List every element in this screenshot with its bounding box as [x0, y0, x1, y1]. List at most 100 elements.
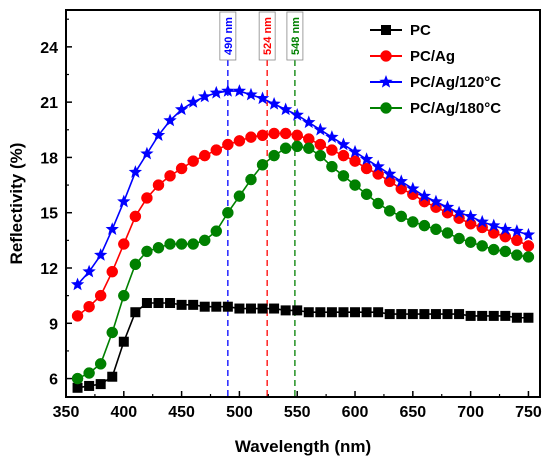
legend: PC PC/Ag PC/Ag/120°C PC/Ag/180°C [370, 22, 501, 117]
data-point [152, 179, 165, 191]
data-point [129, 258, 142, 271]
data-point [267, 96, 281, 110]
plot-frame [65, 9, 541, 398]
data-point [140, 146, 154, 160]
data-point [290, 108, 304, 121]
data-point [326, 144, 338, 156]
x-tick-label: 700 [457, 404, 484, 421]
data-point [303, 307, 314, 318]
data-point [233, 190, 246, 202]
data-point [234, 303, 245, 314]
data-point [384, 309, 395, 320]
marker-label-box [219, 11, 237, 61]
data-point [396, 309, 407, 320]
data-point [94, 289, 107, 302]
series-4 [71, 140, 535, 385]
data-point [465, 310, 476, 321]
data-point [523, 312, 534, 323]
data-point [292, 305, 303, 316]
data-point [141, 192, 153, 204]
data-point [106, 265, 118, 278]
data-point [498, 222, 512, 235]
data-point [141, 298, 152, 309]
data-point [360, 162, 373, 175]
data-point [176, 299, 187, 310]
data-point [430, 223, 442, 236]
data-point [244, 87, 258, 101]
data-point [210, 144, 223, 156]
data-point [511, 312, 522, 323]
data-point [511, 234, 523, 247]
data-point [419, 309, 430, 320]
y-tick-label: 15 [40, 206, 58, 223]
marker-label: 524 nm [262, 17, 274, 55]
data-point [430, 309, 441, 320]
data-point [279, 127, 292, 140]
data-point [153, 298, 164, 309]
data-point [187, 238, 199, 250]
data-point [209, 85, 223, 99]
legend-item: PC/Ag/180°C [370, 100, 501, 117]
data-point [487, 218, 501, 232]
data-point [464, 218, 477, 230]
data-point [383, 205, 396, 217]
data-point [164, 170, 176, 182]
vertical-marker-lines: 490 nm 524 nm 548 nm [219, 11, 304, 397]
data-point [117, 194, 131, 208]
data-point [130, 307, 141, 318]
data-point [314, 149, 327, 162]
series-layer [70, 84, 536, 393]
data-point [95, 379, 106, 390]
data-point [406, 181, 420, 195]
data-point [151, 128, 166, 141]
data-point [383, 175, 396, 188]
legend-label: PC/Ag/180°C [410, 100, 501, 117]
series-1 [72, 298, 534, 393]
data-point [326, 160, 338, 173]
data-point [245, 303, 256, 314]
data-point [510, 224, 524, 237]
data-point [372, 197, 384, 210]
legend-item: PC/Ag [370, 48, 455, 65]
data-point [395, 210, 408, 223]
x-tick-label: 450 [168, 404, 195, 421]
data-point [454, 309, 465, 320]
data-point [417, 189, 432, 202]
data-point [302, 115, 316, 129]
data-point [360, 188, 373, 201]
data-point [211, 301, 222, 312]
data-point [210, 225, 223, 237]
data-point [440, 200, 455, 213]
data-point [499, 230, 512, 243]
data-point [198, 149, 211, 162]
legend-marker [381, 25, 391, 35]
y-tick-label: 24 [40, 40, 58, 57]
series-line [77, 302, 529, 389]
data-point [152, 241, 165, 254]
y-tick-label: 6 [49, 372, 58, 389]
data-point [71, 310, 84, 322]
series-line [76, 90, 529, 286]
data-point [232, 84, 247, 97]
data-point [106, 326, 118, 339]
x-tick-label: 600 [342, 404, 369, 421]
data-point [303, 142, 315, 154]
data-point [452, 205, 466, 219]
data-point [128, 165, 143, 178]
data-point [429, 194, 443, 208]
data-point [511, 249, 523, 261]
data-point [245, 173, 257, 186]
data-point [256, 159, 269, 171]
data-point [325, 130, 339, 143]
data-point [70, 277, 85, 291]
data-point [279, 142, 292, 154]
y-tick-label: 18 [40, 150, 58, 167]
data-point [394, 174, 408, 188]
x-tick-label: 500 [226, 404, 253, 421]
data-point [291, 140, 303, 153]
data-point [105, 222, 119, 235]
data-point [187, 155, 199, 167]
data-point [488, 227, 500, 239]
data-point [118, 289, 130, 302]
data-point [326, 307, 337, 318]
